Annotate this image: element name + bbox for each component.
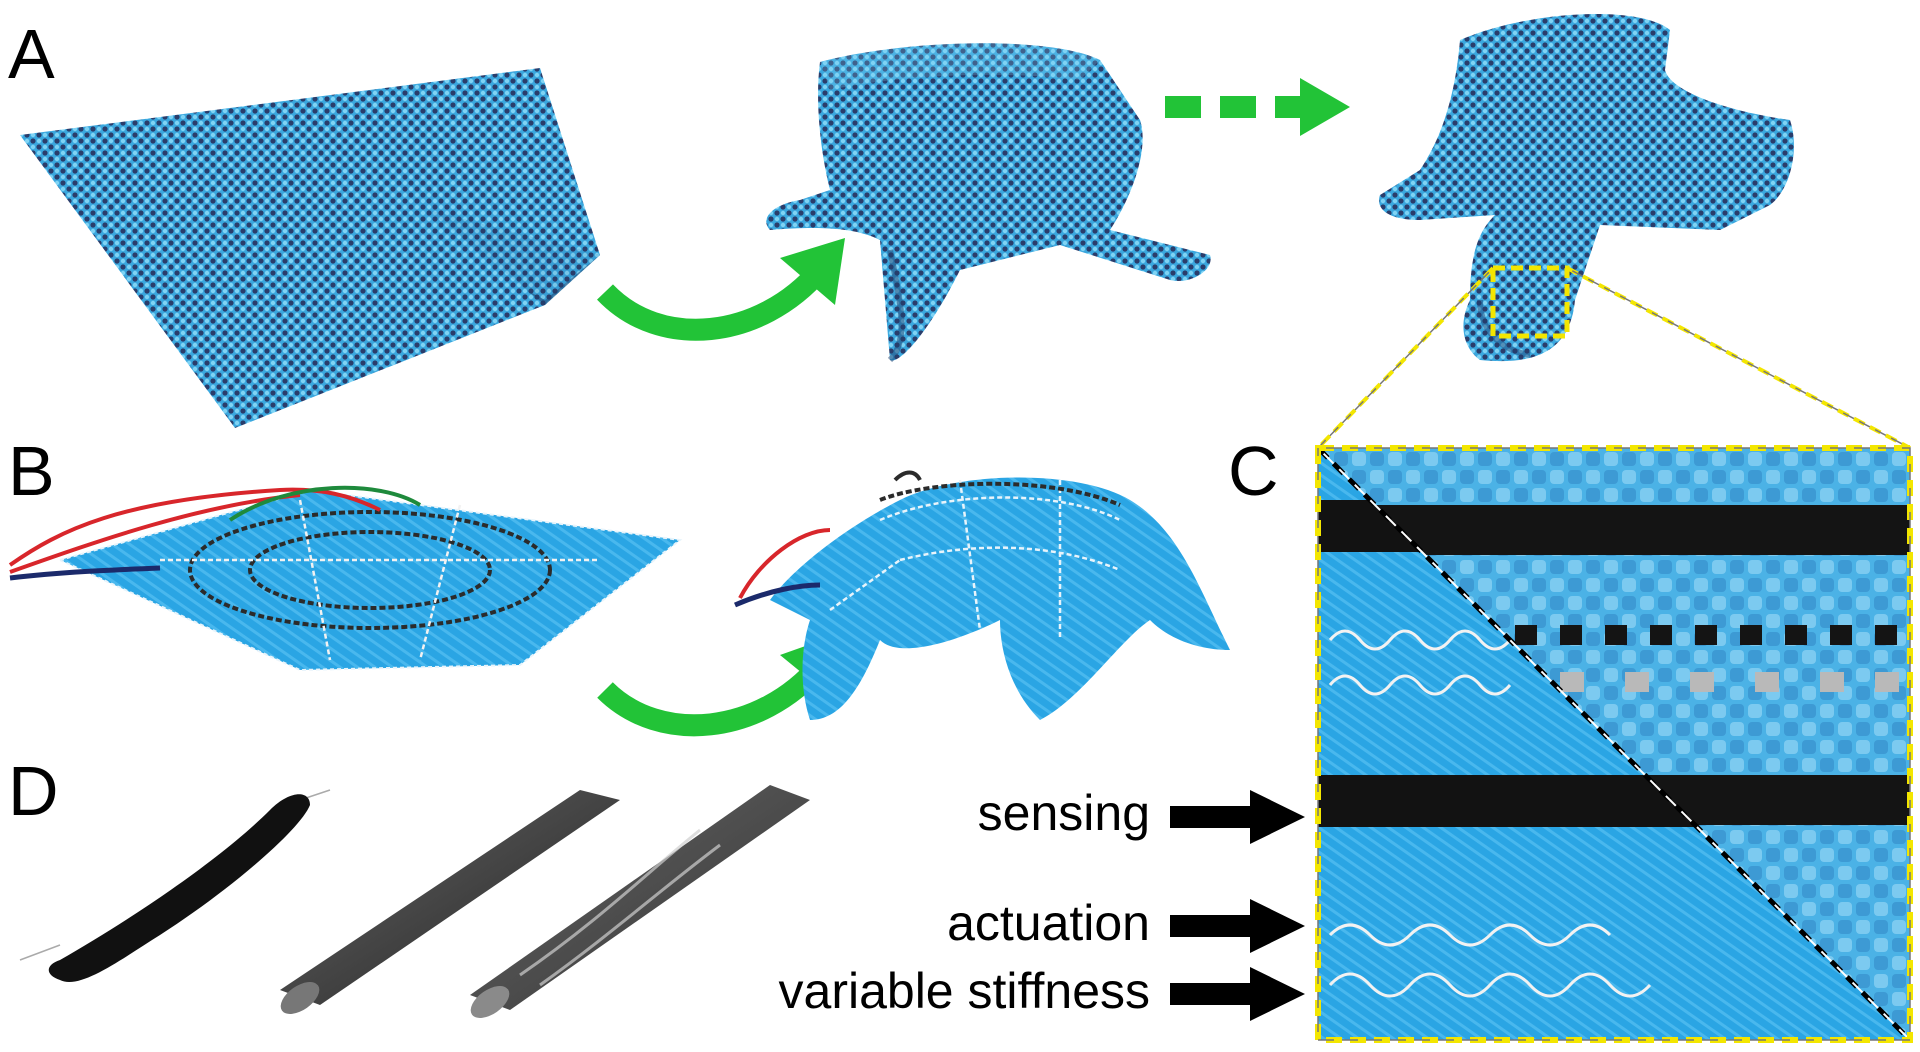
arrow-actuation <box>1170 899 1305 953</box>
actuation-rod-sample <box>280 790 620 1014</box>
shaped-textile-robot <box>734 470 1230 720</box>
zoom-indicator <box>1316 265 1911 450</box>
label-sensing: sensing <box>978 785 1150 841</box>
flat-fabric-sheet <box>20 68 600 428</box>
flat-textile-robot <box>8 485 683 672</box>
transform-arrow-a <box>597 238 845 341</box>
panel-label-d: D <box>8 752 59 830</box>
sensing-yarn-sample <box>19 789 331 982</box>
panel-label-b: B <box>8 432 55 510</box>
shaped-fabric-structure <box>766 43 1211 363</box>
label-variable-stiffness: variable stiffness <box>779 963 1150 1019</box>
shaped-fabric-variant <box>1379 13 1794 362</box>
panel-label-a: A <box>8 15 55 93</box>
dashed-arrow <box>1165 78 1350 136</box>
arrow-sensing <box>1170 790 1305 844</box>
arrow-variable-stiffness <box>1170 967 1305 1021</box>
panel-label-c: C <box>1228 432 1279 510</box>
label-actuation: actuation <box>947 895 1150 951</box>
variable-stiffness-rod-sample <box>470 785 810 1018</box>
zoomed-fabric-detail <box>1318 448 1910 1040</box>
